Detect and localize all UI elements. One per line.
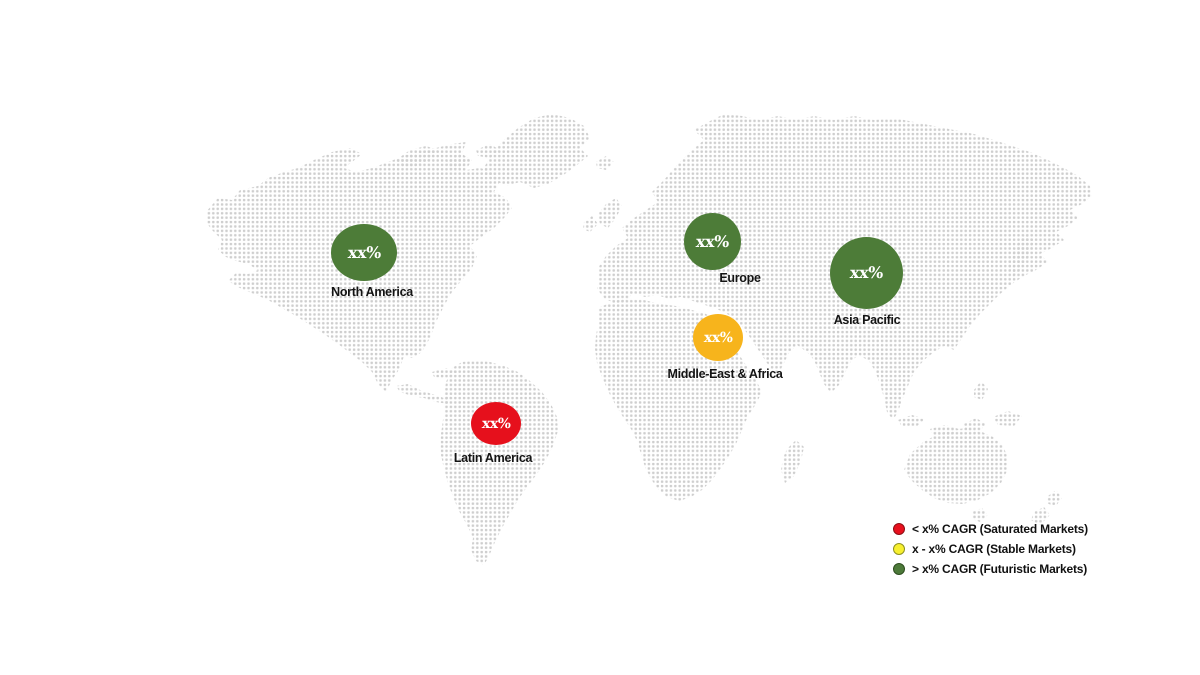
legend-row-saturated: < x% CAGR (Saturated Markets) [893,521,1088,536]
islands-canadian-arctic [396,144,500,170]
label-latin-america: Latin America [453,451,533,465]
bubble-europe-value: xx% [695,231,730,251]
bubble-north-america: xx% [331,224,397,281]
island-great-britain [598,198,622,228]
legend-row-futuristic: > x% CAGR (Futuristic Markets) [893,561,1088,576]
bubble-europe: xx% [684,213,741,270]
label-asia-pacific: Asia Pacific [833,313,901,327]
island-tasmania [972,508,988,522]
continent-australia [904,428,1008,504]
bubble-asia-pacific-value: xx% [849,263,884,282]
island-iceland [596,156,614,170]
label-europe: Europe [719,271,761,285]
label-north-america: North America [331,285,413,299]
continent-south-america [440,360,558,565]
bubble-middle-east-africa: xx% [693,314,743,361]
cagr-legend: < x% CAGR (Saturated Markets) x - x% CAG… [893,521,1088,576]
legend-label-saturated: < x% CAGR (Saturated Markets) [912,521,1088,536]
legend-label-futuristic: > x% CAGR (Futuristic Markets) [912,561,1088,576]
bubble-north-america-value: xx% [346,242,382,262]
legend-row-stable: x - x% CAGR (Stable Markets) [893,541,1088,556]
legend-dot-saturated [893,522,905,535]
bubble-asia-pacific: xx% [830,237,903,309]
region-central-america [396,384,452,404]
islands-philippines [974,381,988,400]
islands-new-zealand [1031,490,1062,525]
bubble-latin-america: xx% [471,402,521,445]
island-new-guinea [993,411,1022,426]
legend-dot-stable [893,542,905,555]
island-ireland [583,216,598,232]
legend-dot-futuristic [893,562,905,575]
islands-indonesia [898,415,986,437]
legend-label-stable: x - x% CAGR (Stable Markets) [912,541,1076,556]
bubble-middle-east-africa-value: xx% [703,329,733,346]
island-madagascar [781,440,804,483]
islands-japan [1009,234,1034,277]
label-middle-east-africa: Middle-East & Africa [667,367,783,381]
island-greenland [484,114,590,188]
bubble-latin-america-value: xx% [481,415,511,432]
